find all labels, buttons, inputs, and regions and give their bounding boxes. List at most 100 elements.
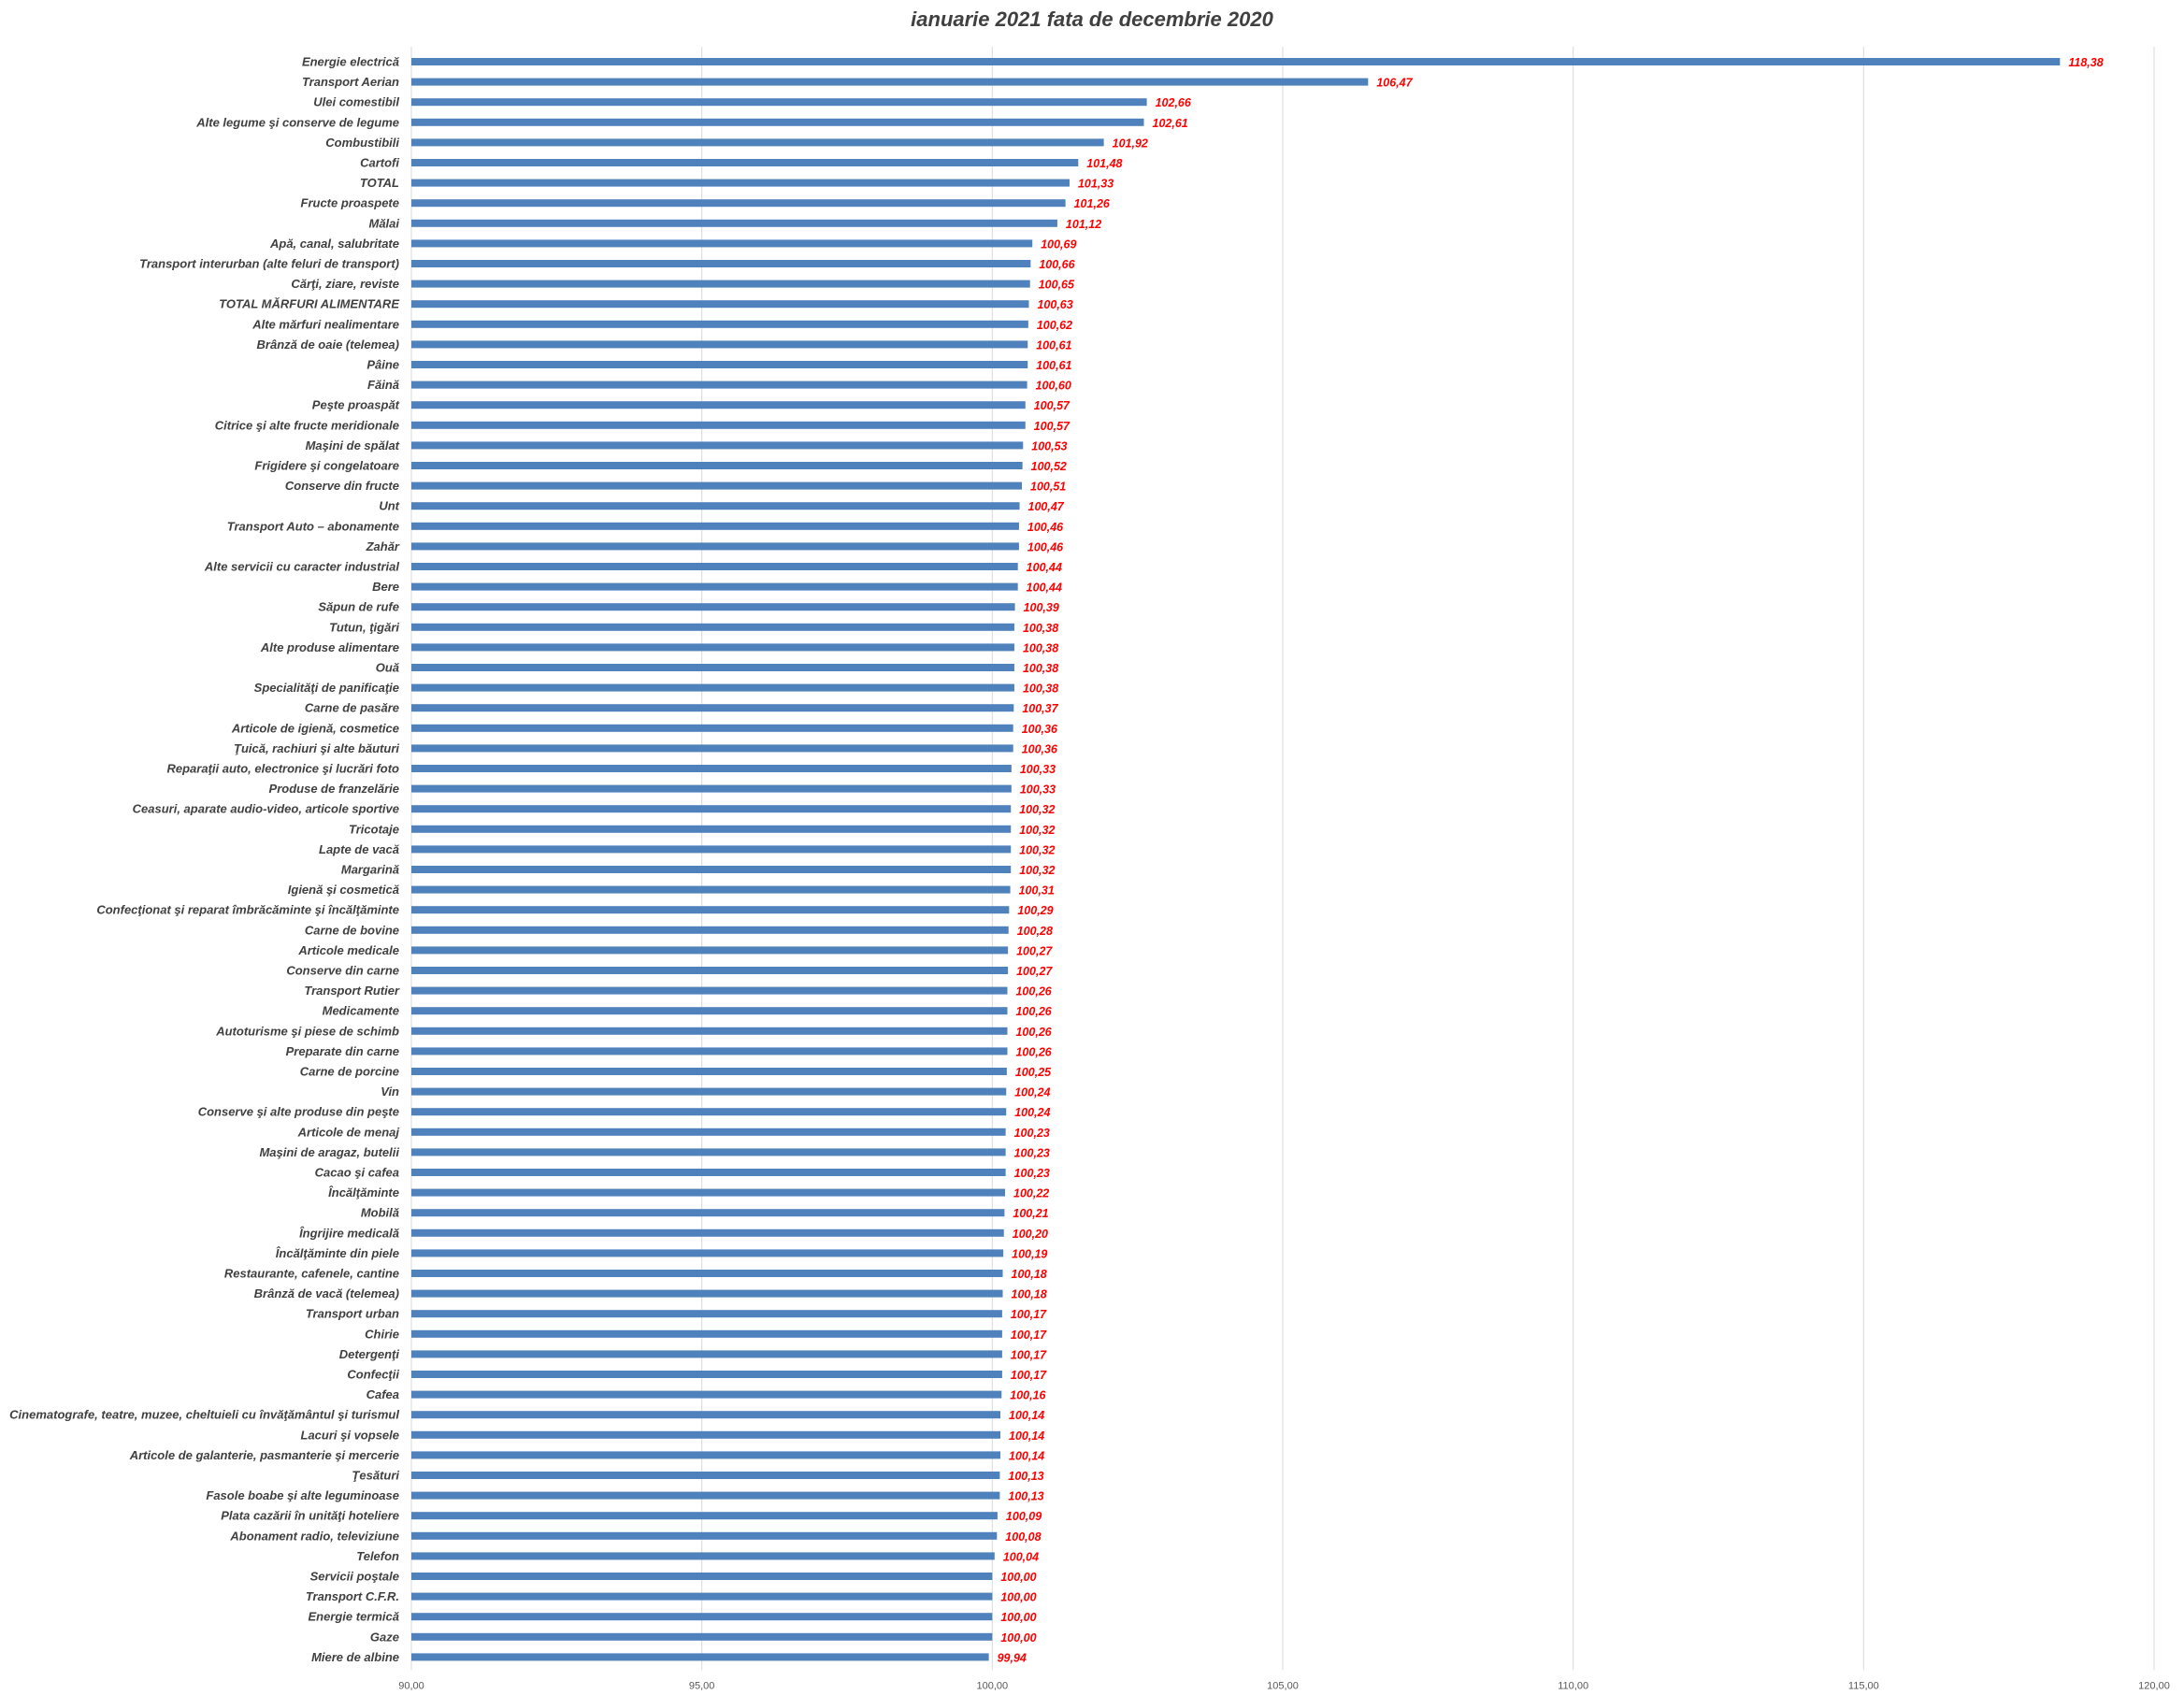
- category-label: Alte mărfuri nealimentare: [251, 317, 399, 331]
- category-label: Maşini de spălat: [306, 438, 400, 452]
- bar: [411, 825, 1012, 833]
- category-label: Fructe proaspete: [301, 196, 399, 210]
- data-label: 100,33: [1020, 763, 1056, 776]
- category-label: Alte produse alimentare: [260, 640, 399, 654]
- bar: [411, 1653, 989, 1661]
- bar: [411, 199, 1066, 208]
- category-label: Tricotaje: [349, 822, 399, 836]
- category-label: Restaurante, cafenele, cantine: [224, 1267, 399, 1281]
- category-label: Specialităţi de panificaţie: [254, 681, 399, 695]
- category-label: Margarină: [341, 863, 399, 877]
- bar: [411, 1068, 1007, 1075]
- bar: [411, 926, 1009, 934]
- category-label: Fasole boabe şi alte leguminoase: [206, 1488, 399, 1502]
- category-label: Pâine: [366, 358, 399, 372]
- category-label: Chirie: [365, 1327, 399, 1341]
- bar: [411, 1270, 1003, 1277]
- bar: [411, 1592, 993, 1601]
- data-label: 100,24: [1014, 1086, 1050, 1099]
- data-label: 100,33: [1020, 783, 1056, 797]
- data-label: 100,32: [1019, 824, 1055, 837]
- category-label: Transport Aerian: [302, 75, 399, 89]
- data-label: 100,27: [1016, 944, 1053, 957]
- x-tick-label: 100,00: [977, 1680, 1009, 1691]
- category-label: Articole de igienă, cosmetice: [231, 721, 399, 735]
- bar: [411, 664, 1014, 671]
- bar: [411, 1188, 1006, 1197]
- bar: [411, 502, 1020, 510]
- category-label: Ceasuri, aparate audio-video, articole s…: [133, 802, 399, 816]
- bar: [411, 704, 1014, 712]
- category-label: Medicamente: [323, 1004, 399, 1018]
- data-label: 100,65: [1039, 279, 1075, 292]
- data-label: 100,32: [1019, 843, 1055, 856]
- data-label: 100,22: [1013, 1187, 1049, 1200]
- data-label: 100,44: [1027, 582, 1062, 595]
- category-label: Gaze: [370, 1630, 399, 1644]
- category-label: Frigidere şi congelatoare: [254, 459, 399, 473]
- category-label: Brânză de vacă (telemea): [254, 1286, 399, 1300]
- category-label: Alte legume şi conserve de legume: [195, 115, 399, 129]
- bar: [411, 845, 1012, 854]
- category-label: Lacuri şi vopsele: [301, 1428, 400, 1442]
- bar: [411, 603, 1015, 611]
- category-label: Conserve din carne: [286, 964, 399, 978]
- category-label: Energie electrică: [302, 55, 399, 69]
- data-label: 100,69: [1041, 237, 1076, 251]
- bar: [411, 1289, 1003, 1298]
- data-label: 100,44: [1027, 561, 1062, 574]
- bar: [411, 381, 1027, 389]
- bar: [411, 1249, 1004, 1257]
- bar: [411, 260, 1031, 267]
- data-label: 100,38: [1023, 662, 1058, 675]
- bar: [411, 421, 1026, 429]
- category-label: Combustibili: [325, 136, 399, 150]
- data-label: 100,17: [1011, 1308, 1047, 1321]
- category-label: Tutun, ţigări: [329, 620, 399, 634]
- bar: [411, 522, 1019, 530]
- category-label: Carne de pasăre: [305, 701, 399, 715]
- bar: [411, 441, 1024, 450]
- category-label: TOTAL MĂRFURI ALIMENTARE: [219, 297, 399, 311]
- bar: [411, 582, 1018, 591]
- category-label: Conserve şi alte produse din peşte: [198, 1105, 399, 1119]
- data-label: 100,66: [1039, 258, 1075, 271]
- data-label: 100,24: [1014, 1106, 1050, 1119]
- data-label: 100,18: [1012, 1268, 1047, 1281]
- data-label: 100,13: [1008, 1490, 1043, 1503]
- category-label: Cinematografe, teatre, muzee, cheltuieli…: [9, 1408, 399, 1422]
- data-label: 118,38: [2068, 56, 2103, 69]
- bar: [411, 300, 1029, 309]
- data-label: 100,25: [1015, 1066, 1052, 1079]
- category-label: Vin: [381, 1085, 399, 1099]
- data-label: 100,31: [1019, 884, 1055, 898]
- bar: [411, 946, 1009, 955]
- bar: [411, 1228, 1004, 1237]
- bar: [411, 542, 1019, 551]
- bar: [411, 1350, 1002, 1358]
- bar: [411, 1491, 1000, 1500]
- bar: [411, 179, 1070, 187]
- data-label: 100,26: [1015, 985, 1052, 998]
- bar: [411, 1552, 995, 1560]
- data-label: 100,60: [1036, 380, 1071, 393]
- data-label: 102,61: [1153, 117, 1188, 130]
- data-label: 100,46: [1027, 521, 1064, 534]
- data-label: 102,66: [1156, 96, 1192, 109]
- data-label: 100,27: [1016, 965, 1053, 978]
- x-tick-label: 95,00: [689, 1680, 715, 1691]
- bar: [411, 1512, 998, 1520]
- bar: [411, 1047, 1008, 1056]
- category-label: Cartofi: [360, 156, 399, 170]
- data-label: 100,37: [1022, 702, 1058, 715]
- bar: [411, 906, 1010, 914]
- bar: [411, 885, 1011, 894]
- category-label: Articole de galanterie, pasmanterie şi m…: [129, 1448, 399, 1462]
- category-label: Încălţăminte: [328, 1185, 399, 1199]
- category-label: Servicii poştale: [310, 1570, 399, 1584]
- data-label: 100,20: [1013, 1228, 1048, 1241]
- data-label: 100,52: [1031, 460, 1067, 473]
- category-label: Citrice şi alte fructe meridionale: [215, 418, 399, 432]
- bar: [411, 1531, 998, 1540]
